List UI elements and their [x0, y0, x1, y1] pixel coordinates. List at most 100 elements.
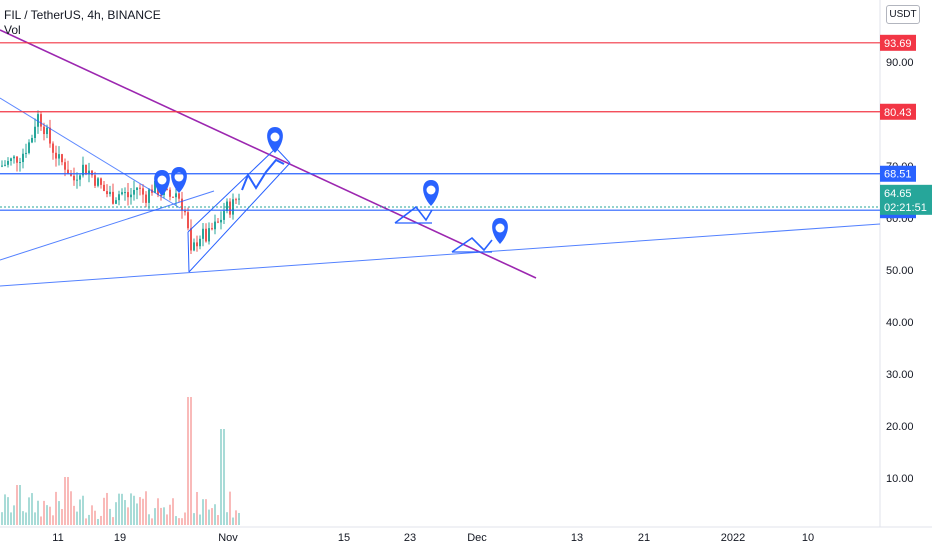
candle-body [46, 127, 48, 135]
volume-bar [22, 511, 24, 525]
volume-bar [148, 514, 150, 525]
candle-body [79, 175, 81, 180]
candle-body [82, 164, 84, 176]
candle-body [52, 143, 54, 153]
candle-body [88, 170, 90, 175]
current-price-box [880, 184, 932, 215]
currency-button[interactable]: USDT [886, 5, 920, 24]
volume-bar [64, 477, 66, 525]
volume-bar [91, 505, 93, 525]
candle-body [67, 169, 69, 175]
volume-bar [100, 515, 102, 525]
volume-bar [10, 512, 12, 525]
candle-body [31, 137, 33, 143]
channel-cap [275, 147, 291, 164]
volume-bar [133, 495, 135, 525]
candle-body [199, 238, 201, 247]
y-tick-label: 30.00 [886, 369, 914, 381]
volume-bar [118, 493, 120, 525]
candle-body [118, 194, 120, 201]
volume-bar [145, 491, 147, 525]
candle-body [121, 192, 123, 195]
volume-bar [151, 518, 153, 525]
volume-bar [25, 512, 27, 525]
x-tick-label: 13 [571, 532, 583, 544]
candle-body [175, 193, 177, 198]
candle-body [25, 152, 27, 154]
volume-bar [235, 510, 237, 525]
volume-bar [19, 485, 21, 525]
volume-bar [31, 493, 33, 525]
x-tick-label: 23 [404, 532, 416, 544]
candle-body [109, 191, 111, 195]
volume-bar [226, 512, 228, 525]
candle-body [58, 154, 60, 159]
volume-bars [1, 397, 240, 525]
price-level-label: 68.51 [884, 169, 912, 181]
volume-bar [97, 518, 99, 525]
candle-body [229, 201, 231, 215]
time-axis-ticks: 11 19 Nov 15 23 Dec 13 21 2022 10 [52, 532, 814, 544]
candle-body [40, 114, 42, 127]
y-tick-label: 10.00 [886, 473, 914, 485]
candle-body [85, 164, 87, 175]
volume-bar [211, 508, 213, 525]
pin-marker-3 [267, 127, 283, 153]
volume-bar [49, 506, 51, 525]
support-line-lower [0, 223, 881, 287]
volume-bar [121, 493, 123, 525]
candle-body [184, 210, 186, 213]
volume-bar [58, 501, 60, 525]
volume-bar [178, 518, 180, 525]
volume-bar [52, 515, 54, 525]
falling-trendline-blue [0, 97, 181, 209]
candle-body [226, 201, 228, 211]
volume-bar [184, 512, 186, 525]
candle-body [148, 189, 150, 203]
price-level-badge [880, 34, 916, 51]
volume-bar [229, 491, 231, 525]
candle-body [214, 221, 216, 230]
volume-bar [214, 504, 216, 525]
volume-bar [67, 477, 69, 525]
candle-body [28, 142, 30, 153]
drawings [0, 29, 881, 287]
volume-bar [127, 507, 129, 525]
volume-bar [76, 511, 78, 525]
candle-body [217, 221, 219, 223]
candle-body [112, 191, 114, 204]
volume-bar [4, 494, 6, 525]
y-tick-label: 90.00 [886, 57, 914, 69]
volume-bar [61, 508, 63, 525]
candle-body [196, 242, 198, 247]
candle-body [91, 170, 93, 176]
volume-bar [202, 499, 204, 525]
price-level-label: 93.69 [884, 38, 912, 50]
volume-bar [223, 429, 225, 525]
candle-body [211, 228, 213, 230]
volume-bar [187, 397, 189, 525]
volume-bar [109, 508, 111, 525]
candle-body [193, 242, 195, 251]
pin-marker-2 [171, 167, 187, 193]
volume-bar [28, 497, 30, 525]
volume-bar [16, 485, 18, 525]
candle-body [10, 158, 12, 161]
volume-bar [193, 513, 195, 525]
candle-body [76, 179, 78, 181]
candle-body [97, 178, 99, 186]
candle-body [43, 126, 45, 135]
symbol-title: FIL / TetherUS, 4h, BINANCE [4, 8, 161, 22]
candle-body [106, 191, 108, 195]
price-axis-ticks: 10.0020.0030.0040.0050.0060.0070.0080.00… [886, 5, 920, 485]
x-tick-label: Nov [218, 532, 238, 544]
candle-body [238, 198, 240, 200]
candle-body [190, 228, 192, 251]
candle-body [34, 126, 36, 138]
candle-body [19, 162, 21, 164]
candle-body [4, 164, 6, 166]
candle-body [73, 175, 75, 181]
volume-bar [160, 507, 162, 525]
falling-trendline-purple [0, 29, 537, 279]
